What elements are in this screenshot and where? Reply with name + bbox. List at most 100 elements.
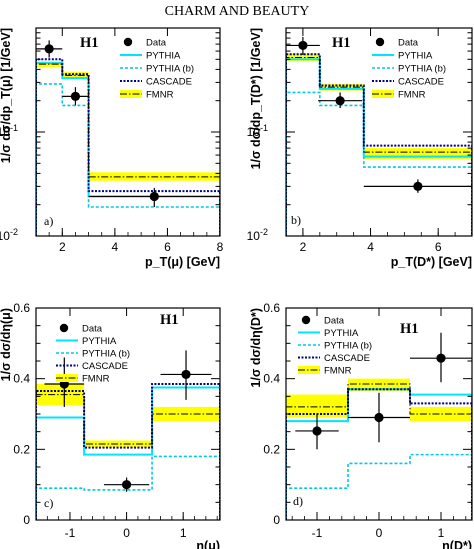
x-tick-label: -1 bbox=[312, 526, 323, 540]
legend-entry: PYTHIA bbox=[56, 336, 117, 347]
legend-label: PYTHIA (b) bbox=[324, 341, 372, 352]
panel-letter: b) bbox=[291, 213, 301, 227]
fmnr-band bbox=[36, 383, 85, 406]
panel-d: -1 0 1 0 0.2 0.4 0.6 η(D*) 1/σ dσ/dη(D*) H1 d) Data… bbox=[249, 301, 473, 549]
legend-entry: FMNR bbox=[298, 366, 352, 377]
data-point bbox=[88, 187, 220, 208]
plot-area bbox=[36, 350, 220, 520]
panel-letter: a) bbox=[44, 214, 53, 228]
legend-label: FMNR bbox=[324, 366, 352, 377]
legend-label: FMNR bbox=[82, 374, 110, 385]
y-ticks: 10-2 10-1 bbox=[0, 32, 220, 243]
plot-area bbox=[286, 36, 472, 236]
data-point bbox=[36, 40, 63, 58]
plot-area bbox=[36, 40, 220, 236]
data-point bbox=[62, 87, 89, 106]
x-tick-label: 0 bbox=[376, 526, 383, 540]
legend-entry: Data bbox=[59, 324, 103, 335]
x-tick-label: 8 bbox=[217, 240, 224, 254]
pythia-b-line bbox=[286, 91, 472, 236]
y-tick-label: 0 bbox=[23, 513, 30, 527]
x-ticks: -1 0 1 bbox=[291, 308, 467, 540]
panel-letter: d) bbox=[293, 494, 303, 508]
legend-entry: Data bbox=[301, 316, 345, 327]
legend-entry: CASCADE bbox=[372, 77, 444, 88]
y-ticks: 0 0.2 0.4 0.6 bbox=[263, 301, 472, 527]
panel-letter: c) bbox=[44, 496, 53, 510]
fmnr-line bbox=[36, 63, 220, 236]
fmnr-band bbox=[286, 53, 320, 62]
x-axis-label: η(μ) bbox=[196, 539, 220, 549]
fmnr-line bbox=[36, 394, 220, 520]
x-axis-label: η(D*) bbox=[442, 539, 472, 549]
legend-entry: Data bbox=[123, 38, 167, 49]
panel-a: 2 4 6 8 10-2 10-1 p_T(μ) [GeV] 1/σ dσ/dp_T(μ) [… bbox=[0, 27, 224, 269]
fmnr-band bbox=[363, 148, 472, 160]
legend-entry: Data bbox=[375, 38, 419, 49]
fmnr-line bbox=[286, 57, 472, 236]
x-tick-label: 6 bbox=[164, 240, 171, 254]
x-ticks: 2 4 6 8 bbox=[35, 28, 224, 254]
legend-entry: PYTHIA bbox=[298, 328, 359, 339]
pythia-b-line bbox=[36, 83, 220, 236]
data-point bbox=[103, 477, 150, 492]
x-tick-label: 1 bbox=[180, 526, 187, 540]
x-tick-label: 2 bbox=[300, 240, 307, 254]
y-axis-label: 1/σ dσ/dp_T(D*) [1/GeV] bbox=[249, 28, 263, 169]
y-ticks: 10-2 10-1 bbox=[247, 32, 472, 243]
cascade-line bbox=[36, 382, 220, 520]
data-point bbox=[348, 392, 410, 443]
legend-entry: CASCADE bbox=[120, 77, 192, 88]
plot-area bbox=[286, 332, 472, 520]
legend-label: Data bbox=[398, 38, 419, 49]
pythia-line bbox=[36, 386, 220, 520]
legend-label: Data bbox=[324, 316, 345, 327]
panel-c: -1 0 100.20.40.6η(μ)1/σ dσ/dη(μ) H1c)DataPY… bbox=[0, 301, 221, 549]
y-tick-label: 10-2 bbox=[0, 227, 18, 243]
panel-b: 2 4 6 10-2 10-1 p_T(D*) [GeV] 1/σ dσ/dp_T(D*) … bbox=[247, 27, 473, 269]
cascade-line bbox=[286, 53, 472, 236]
y-axis-label: 1/σ dσ/dη(D*) bbox=[249, 308, 263, 388]
y-tick-label: 0.6 bbox=[13, 301, 30, 315]
experiment-label: H1 bbox=[332, 35, 351, 51]
legend-label: PYTHIA bbox=[398, 51, 433, 62]
legend-entry: PYTHIA bbox=[372, 51, 433, 62]
legend-entry: PYTHIA (b) bbox=[120, 64, 194, 75]
legend-entry: FMNR bbox=[372, 90, 426, 101]
x-axis-label: p_T(μ) [GeV] bbox=[145, 255, 220, 269]
legend-label: CASCADE bbox=[324, 353, 370, 364]
legend-entry: CASCADE bbox=[298, 353, 370, 364]
y-ticks: 0 0.2 0.4 0.6 bbox=[13, 301, 220, 527]
cascade-line bbox=[36, 58, 220, 236]
pythia-b-line bbox=[286, 453, 472, 520]
experiment-label: H1 bbox=[400, 321, 419, 337]
legend-entry: FMNR bbox=[56, 374, 110, 385]
legend-label: PYTHIA (b) bbox=[398, 64, 446, 75]
legend-label: PYTHIA (b) bbox=[146, 64, 194, 75]
x-ticks: 2 4 6 bbox=[285, 28, 473, 254]
legend-entry: FMNR bbox=[120, 90, 174, 101]
data-point bbox=[410, 332, 472, 383]
y-tick-label: 0 bbox=[273, 513, 280, 527]
pythia-line bbox=[286, 388, 472, 520]
legend-label: PYTHIA bbox=[324, 328, 359, 339]
y-tick-label: 0.6 bbox=[263, 301, 280, 315]
x-tick-label: 4 bbox=[112, 240, 119, 254]
legend-label: PYTHIA (b) bbox=[82, 349, 130, 360]
data-point bbox=[318, 92, 363, 109]
cascade-line bbox=[286, 388, 472, 520]
y-tick-label: 0.4 bbox=[13, 372, 30, 386]
y-tick-label: 0.2 bbox=[13, 442, 30, 456]
legend-entry: CASCADE bbox=[56, 361, 128, 372]
legend-entry: PYTHIA (b) bbox=[372, 64, 446, 75]
fmnr-band bbox=[62, 71, 89, 79]
y-axis-label: 1/σ dσ/dη(μ) bbox=[0, 308, 13, 381]
legend-label: CASCADE bbox=[82, 361, 128, 372]
fmnr-band bbox=[348, 378, 410, 392]
y-tick-label: 10-2 bbox=[247, 227, 268, 243]
x-axis-label: p_T(D*) [GeV] bbox=[391, 255, 472, 269]
